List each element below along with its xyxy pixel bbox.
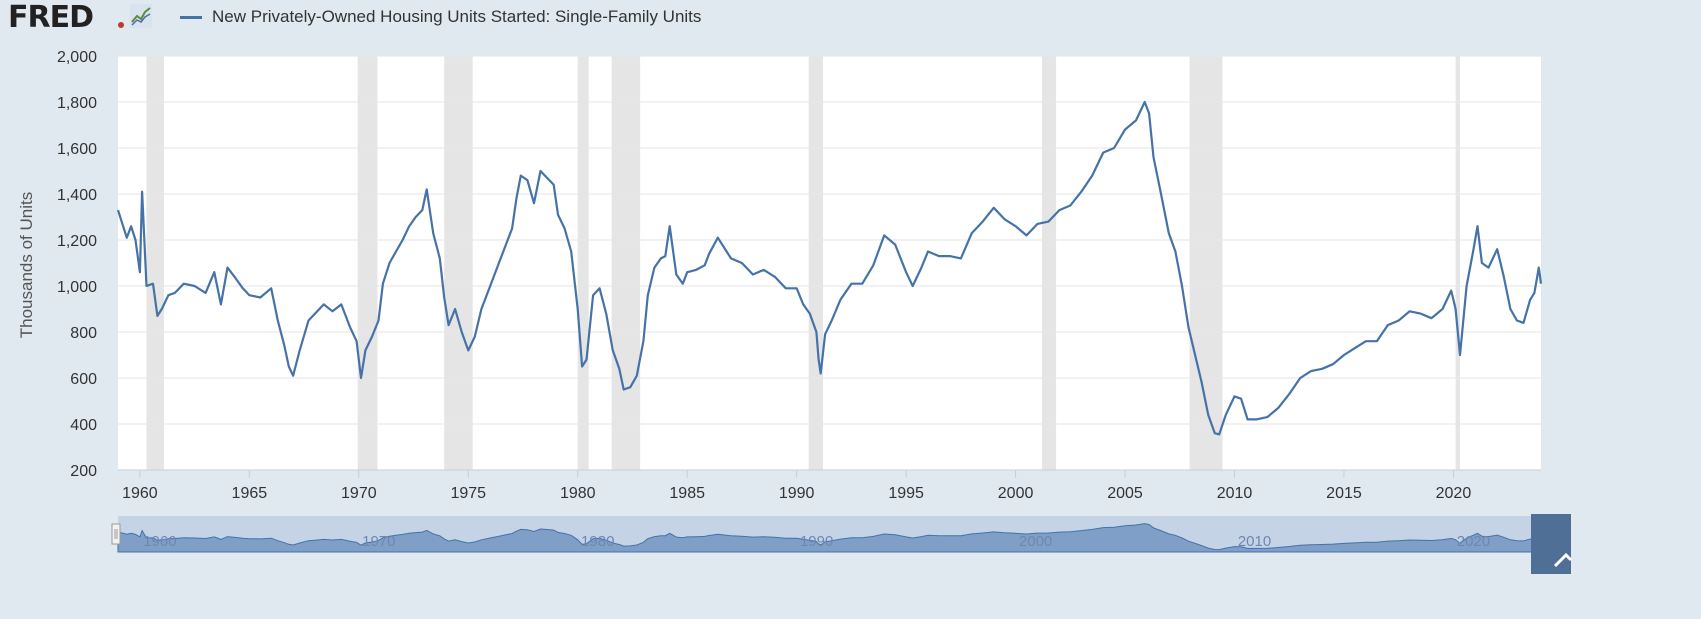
navigator-label: 1980	[581, 533, 614, 550]
x-axis: 1960 1965 1970 1975 1980 1985 1990 1995 2000 2005…	[118, 469, 1541, 502]
recession-band	[1455, 56, 1460, 470]
recession-band	[577, 56, 589, 470]
line-chart-icon	[130, 4, 152, 28]
recession-band	[444, 56, 473, 470]
y-tick-label: 400	[70, 417, 97, 434]
recession-band	[1041, 56, 1057, 470]
y-tick-label: 200	[70, 463, 97, 480]
navigator-labels: 1960 1970 1980 1990 2000 2010 2020	[143, 533, 1490, 550]
expand-arrow-icon	[1553, 552, 1573, 568]
x-tick-label: 1985	[669, 485, 705, 502]
y-tick-label: 1,800	[57, 95, 97, 112]
x-tick-label: 1960	[122, 485, 158, 502]
x-tick-label: 2000	[998, 485, 1034, 502]
chart-legend[interactable]: New Privately-Owned Housing Units Starte…	[180, 0, 701, 34]
x-tick-label: 1975	[450, 485, 486, 502]
x-tick-label: 2010	[1217, 485, 1253, 502]
navigator-label: 1990	[800, 533, 833, 550]
expand-button[interactable]	[1531, 514, 1571, 574]
y-tick-label: 600	[70, 371, 97, 388]
navigator-label: 2020	[1457, 533, 1490, 550]
recession-band	[611, 56, 641, 470]
recession-shading	[146, 56, 1460, 470]
y-tick-label: 1,400	[57, 187, 97, 204]
y-tick-label: 800	[70, 325, 97, 342]
y-axis: 200 400 600 800 1,000 1,200 1,400 1,600 1,800 2,0…	[57, 49, 97, 480]
navigator-label: 2000	[1019, 533, 1052, 550]
line-chart: 200 400 600 800 1,000 1,200 1,400 1,600 1,800 2,0…	[17, 49, 1543, 502]
x-tick-label: 1970	[341, 485, 377, 502]
navigator-series-area	[117, 523, 1542, 553]
plot-area	[118, 56, 1541, 470]
x-tick-label: 2015	[1326, 485, 1362, 502]
x-tick-label: 2020	[1436, 485, 1472, 502]
x-tick-label: 1990	[779, 485, 815, 502]
legend-swatch	[180, 15, 202, 19]
y-tick-label: 2,000	[57, 49, 97, 66]
legend-label: New Privately-Owned Housing Units Starte…	[212, 7, 702, 26]
x-tick-label: 1965	[232, 485, 268, 502]
recession-band	[146, 56, 164, 470]
x-tick-label: 2005	[1107, 485, 1143, 502]
fred-logo[interactable]: FRED	[8, 0, 94, 35]
chart-header: FRED New Privately-Owned Housing Units S…	[0, 0, 1701, 40]
y-tick-label: 1,600	[57, 141, 97, 158]
navigator-handle-left[interactable]	[111, 523, 121, 545]
y-tick-label: 1,200	[57, 233, 97, 250]
navigator-label: 2010	[1238, 533, 1271, 550]
y-axis-label: Thousands of Units	[17, 192, 36, 338]
logo-dot	[118, 22, 124, 28]
x-tick-label: 1980	[560, 485, 596, 502]
y-tick-label: 1,000	[57, 279, 97, 296]
navigator-label: 1960	[143, 533, 176, 550]
series-line[interactable]	[116, 100, 1543, 436]
navigator-label: 1970	[362, 533, 395, 550]
x-tick-label: 1995	[888, 485, 924, 502]
